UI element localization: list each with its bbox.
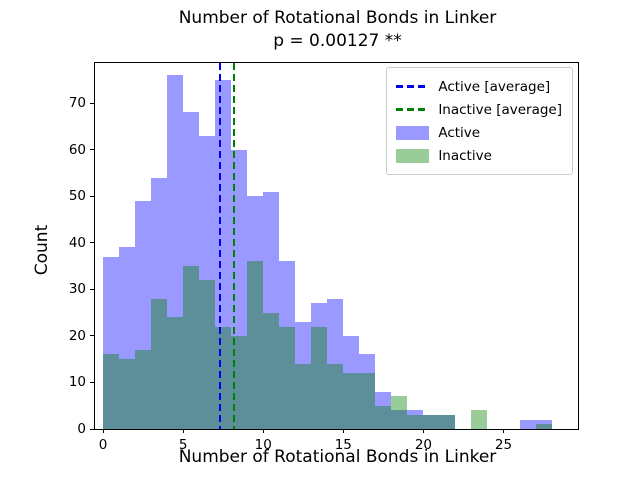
x-tick-label: 20 (414, 437, 432, 453)
legend-item-inactive: Inactive (396, 144, 562, 167)
chart-title: Number of Rotational Bonds in Linker (178, 8, 497, 28)
y-tick-label: 0 (77, 421, 86, 437)
histogram-bar-inactive (263, 312, 280, 429)
y-tick-label: 70 (68, 95, 86, 112)
histogram-bar-inactive (151, 298, 168, 429)
y-tick-mark (90, 288, 94, 290)
histogram-bar-active (263, 191, 280, 429)
x-tick-label: 25 (494, 437, 513, 453)
histogram-bar-inactive (215, 326, 232, 429)
legend-label-inactive: Inactive (438, 147, 492, 164)
patch-sample-active-icon (396, 125, 430, 140)
histogram-bar-active (311, 303, 328, 429)
histogram-bar-active (295, 321, 312, 429)
x-tick-mark (262, 429, 264, 433)
histogram-bar-active (391, 410, 408, 429)
x-tick-label: 15 (334, 437, 352, 453)
histogram-bar-inactive (471, 410, 488, 429)
x-tick-mark (102, 429, 104, 433)
plot-area: Active [average] Inactive [average] Acti… (69, 62, 579, 453)
histogram-bar-active (407, 410, 424, 429)
y-tick-mark (90, 149, 94, 151)
histogram-bar-active (183, 112, 200, 429)
y-tick-label: 40 (68, 234, 86, 251)
histogram-bar-inactive (199, 279, 216, 429)
x-axis-label: Number of Rotational Bonds in Linker (178, 447, 497, 467)
dashed-line-sample-active-icon (396, 85, 430, 88)
histogram-bar-inactive (119, 359, 136, 429)
histogram-bar-active (519, 419, 536, 429)
legend-item-inactive-average: Inactive [average] (396, 98, 562, 121)
y-tick-mark (90, 381, 94, 383)
histogram-bar-inactive (295, 363, 312, 429)
histogram-bar-active (135, 200, 152, 429)
average-line-active (218, 63, 221, 429)
x-tick-label: 5 (178, 437, 188, 453)
histogram-bar-active (247, 196, 264, 429)
average-line-inactive (233, 63, 236, 429)
chart-subtitle-pvalue: p = 0.00127 ** (273, 31, 402, 51)
legend: Active [average] Inactive [average] Acti… (386, 67, 573, 175)
dashed-line-sample-inactive-icon (396, 108, 430, 111)
legend-label-active-average: Active [average] (438, 78, 551, 95)
histogram-bar-inactive (391, 396, 408, 429)
histogram-bar-active (119, 247, 136, 429)
histogram-bar-inactive (167, 317, 184, 429)
histogram-bar-inactive (183, 266, 200, 429)
histogram-bar-active (151, 177, 168, 429)
histogram-bar-inactive (535, 424, 552, 429)
histogram-bar-inactive (103, 354, 120, 429)
histogram-bar-inactive (439, 415, 456, 429)
y-tick-mark (90, 102, 94, 104)
histogram-bar-inactive (359, 373, 376, 429)
legend-item-active-average: Active [average] (396, 75, 562, 98)
histogram-bar-inactive (311, 326, 328, 429)
histogram-bar-inactive (247, 261, 264, 429)
histogram-bar-inactive (407, 415, 424, 429)
y-tick-label: 50 (68, 188, 86, 205)
y-tick-mark (90, 242, 94, 244)
histogram-bar-inactive (135, 349, 152, 429)
histogram-bar-active (439, 415, 456, 429)
histogram-bar-inactive (375, 405, 392, 429)
histogram-bar-inactive (279, 326, 296, 429)
histogram-bar-active (359, 354, 376, 429)
x-tick-mark (182, 429, 184, 433)
histogram-bar-inactive (327, 363, 344, 429)
y-tick-label: 20 (68, 327, 86, 344)
histogram-bar-active (167, 75, 184, 429)
x-tick-label: 10 (254, 437, 272, 453)
legend-label-active: Active (438, 124, 481, 141)
histogram-bar-active (423, 415, 440, 429)
patch-sample-inactive-icon (396, 148, 430, 163)
x-tick-mark (503, 429, 504, 433)
histogram-bar-active (279, 261, 296, 429)
x-tick-mark (422, 429, 424, 433)
legend-item-active: Active (396, 121, 562, 144)
histogram-bar-active (327, 298, 344, 429)
histogram-bar-active (535, 419, 552, 429)
y-axis-label: Count (32, 224, 52, 276)
x-tick-label: 0 (98, 437, 108, 453)
histogram-bar-inactive (343, 373, 360, 429)
x-tick-mark (342, 429, 344, 433)
histogram-bar-active (199, 135, 216, 429)
y-tick-mark (90, 428, 94, 430)
y-tick-mark (90, 335, 94, 337)
y-tick-label: 60 (68, 141, 86, 158)
histogram-bar-inactive (423, 415, 440, 429)
legend-label-inactive-average: Inactive [average] (438, 101, 562, 118)
y-tick-label: 10 (68, 374, 86, 391)
y-tick-label: 30 (68, 281, 86, 298)
y-tick-mark (90, 195, 94, 197)
histogram-bar-active (343, 335, 360, 429)
title-block: Number of Rotational Bonds in Linker p =… (95, 7, 580, 53)
histogram-bar-active (103, 256, 120, 429)
histogram-bar-active (375, 391, 392, 429)
